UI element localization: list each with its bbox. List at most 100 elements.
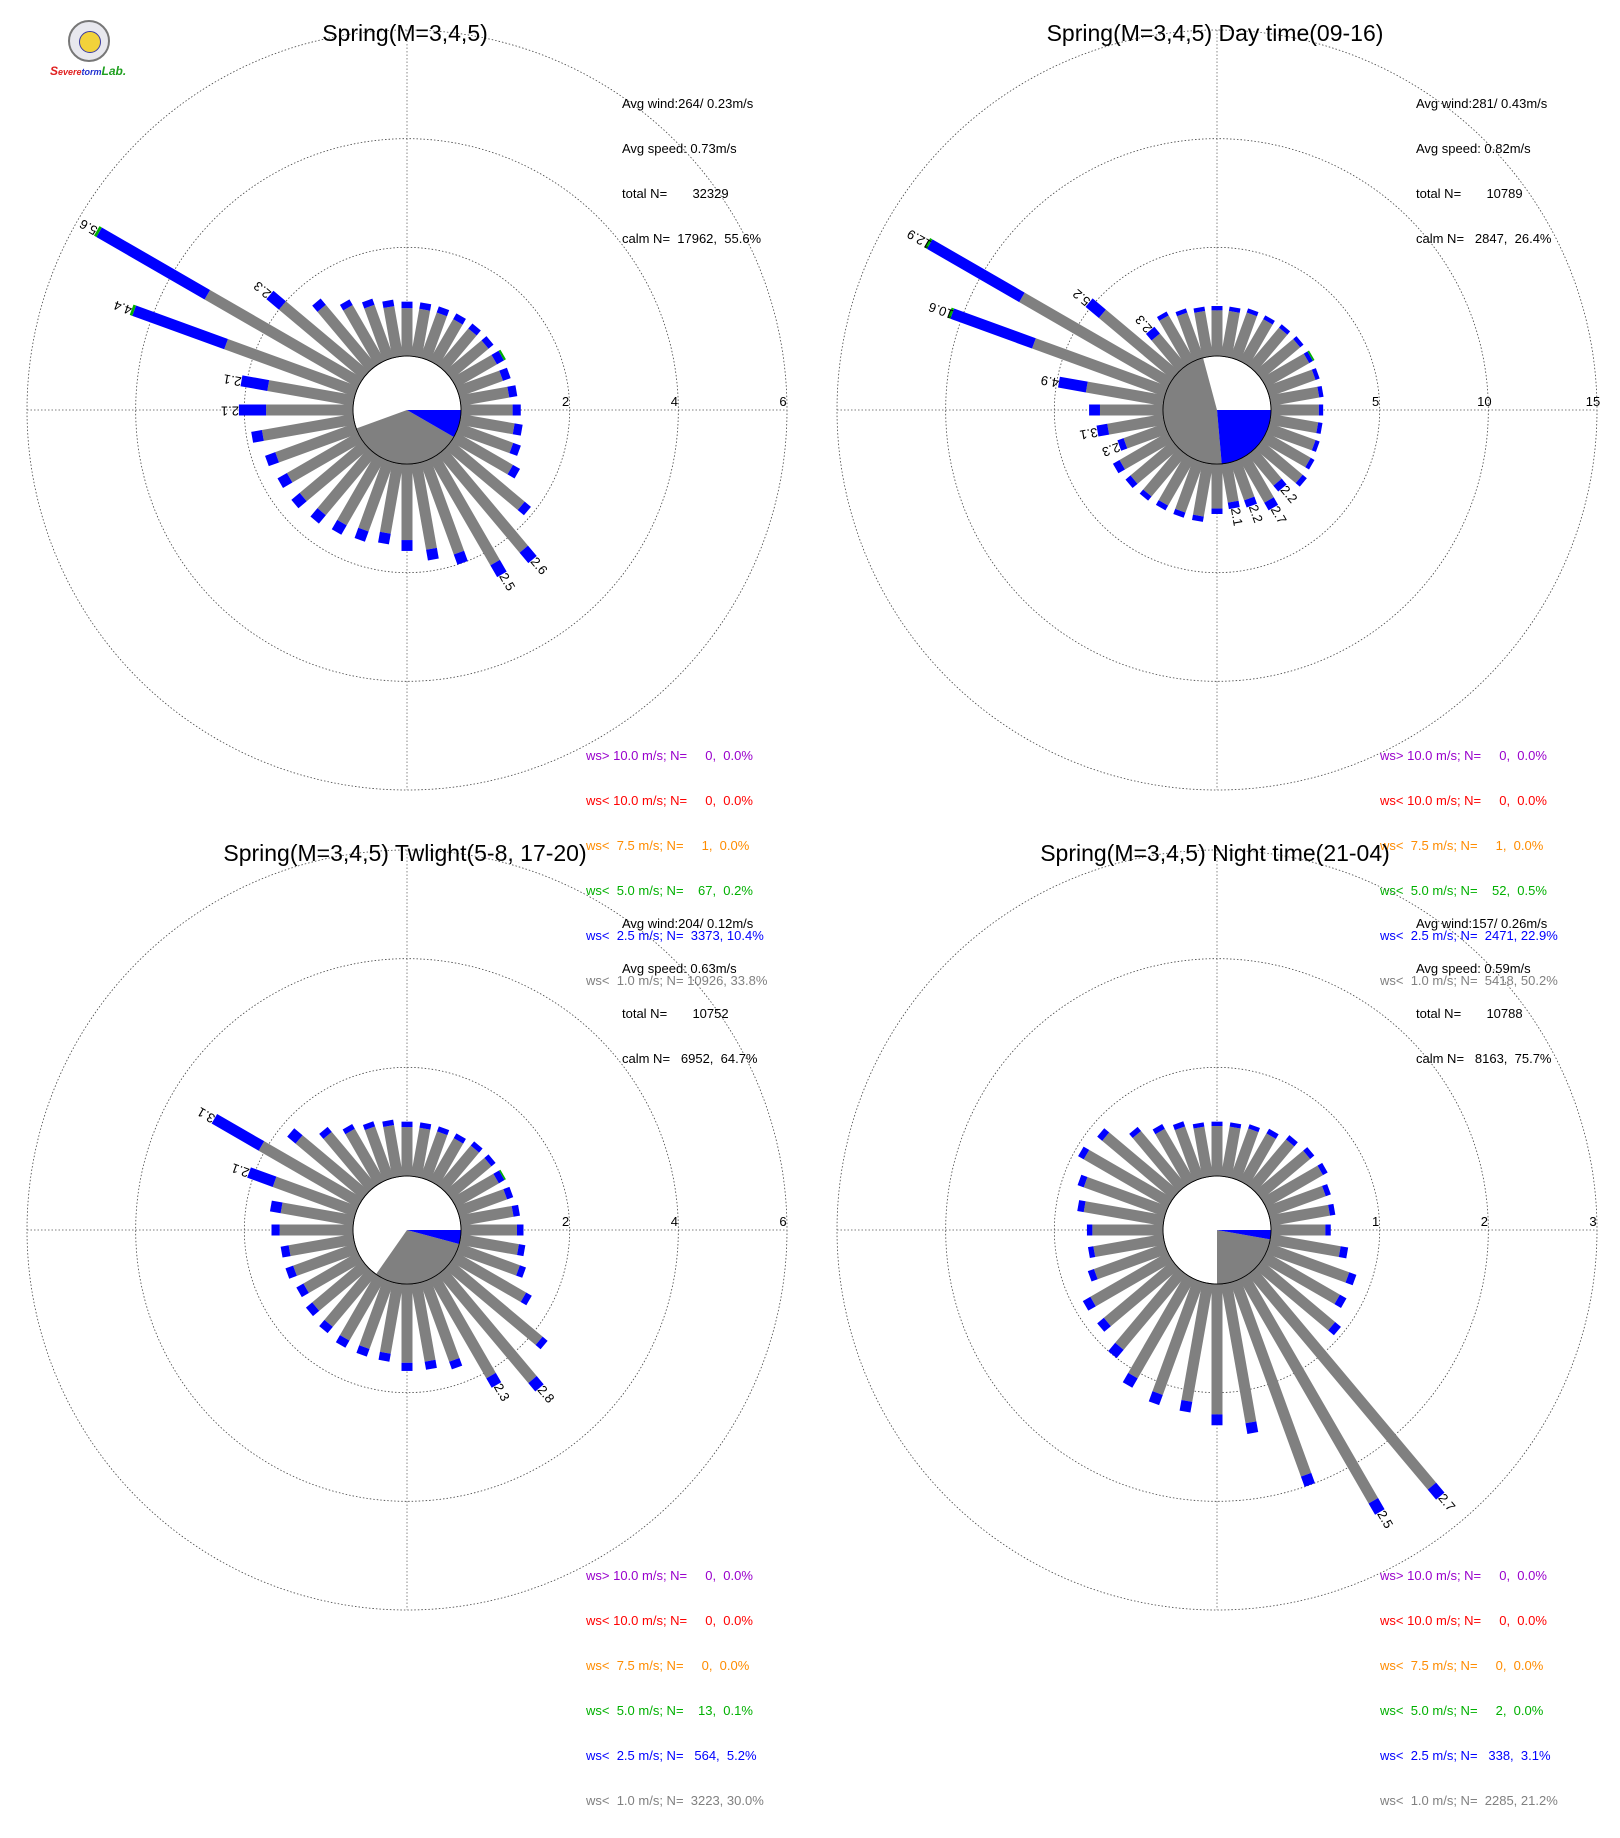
bar-segment-ws-2-5	[1322, 1184, 1331, 1197]
bar-segment-ws-2-5	[1089, 404, 1100, 416]
wind-bar	[1211, 1284, 1223, 1426]
bar-segment-calm-ws	[1099, 404, 1163, 416]
calm-sector-gray	[376, 1230, 460, 1284]
bar-segment-calm-ws	[1083, 1149, 1173, 1208]
wind-bar	[1254, 1147, 1315, 1200]
wind-bar	[1220, 1282, 1259, 1434]
bar-segment-ws-2-5	[1316, 422, 1323, 434]
bar-segment-ws-2-5	[1278, 324, 1291, 335]
legend-entry: ws< 7.5 m/s; N= 1, 0.0%	[586, 838, 750, 853]
bar-segment-ws-2-5	[1266, 1128, 1279, 1139]
legend-entry: ws< 10.0 m/s; N= 0, 0.0%	[1380, 793, 1547, 808]
legend: ws> 10.0 m/s; N= 0, 0.0% ws< 10.0 m/s; N…	[586, 718, 767, 1018]
bar-segment-ws-2-5	[511, 1204, 520, 1217]
bar-segment-ws-2-5	[1192, 514, 1204, 522]
wind-bar	[1265, 1184, 1331, 1217]
bar-segment-ws-2-5	[1085, 298, 1106, 319]
bar-segment-calm-ws	[1093, 1243, 1169, 1280]
bar-segment-ws-2-5	[424, 1359, 437, 1370]
chart-title: Spring(M=3,4,5)	[322, 20, 488, 46]
wind-bar	[1269, 1233, 1349, 1259]
wind-bar	[455, 1186, 514, 1217]
stat-avg-wind: Avg wind:204/ 0.12m/s	[622, 916, 754, 931]
bar-segment-calm-ws	[337, 454, 385, 526]
bar-segment-ws-2-5	[1293, 336, 1304, 348]
wind-bar	[1239, 1128, 1279, 1186]
bar-segment-calm-ws	[1083, 1201, 1165, 1227]
bar-segment-calm-ws	[1181, 1282, 1214, 1402]
wind-bar	[378, 462, 404, 545]
wind-bar	[451, 1169, 506, 1208]
wind-bar	[437, 1141, 483, 1193]
bar-segment-calm-ws	[461, 404, 513, 416]
wind-bar	[1247, 324, 1291, 373]
bar-segment-calm-ws	[1261, 1165, 1323, 1208]
wind-bar	[420, 1278, 463, 1370]
ring-label: 6	[779, 1214, 786, 1229]
bar-segment-ws-2-5	[296, 1283, 309, 1298]
wind-bar	[401, 1121, 413, 1176]
bar-segment-ws-2-5	[926, 239, 1025, 303]
legend-entry: ws> 10.0 m/s; N= 0, 0.0%	[1380, 1568, 1547, 1583]
bar-segment-ws-2-5	[1246, 308, 1259, 317]
bar-segment-ws-2-5	[1264, 497, 1279, 511]
bar-segment-ws-2-5	[354, 527, 369, 542]
wind-bar	[1152, 1124, 1195, 1186]
bar-segment-ws-2-5	[1117, 438, 1128, 451]
bar-segment-calm-ws	[1102, 1132, 1180, 1200]
bar-segment-ws-2-5	[517, 1244, 526, 1257]
wind-bar	[1087, 1243, 1169, 1282]
windrose-panel-daytime: 5 10 15 2.2 2.7 2.2 2.1 2.3 3.1 4.9 10.6 12.9 5.2 2.3…	[810, 0, 1620, 988]
bar-segment-ws-2-5	[382, 1119, 395, 1127]
bar-segment-ws-2-5	[240, 375, 270, 391]
wind-bar	[437, 1267, 544, 1392]
bar-segment-ws-2-5	[503, 1186, 514, 1200]
wind-bar	[382, 299, 404, 358]
wind-bar	[1173, 458, 1204, 518]
calm-sector-gray	[356, 410, 454, 464]
wind-bar	[378, 1282, 404, 1362]
wind-bar	[1269, 413, 1323, 434]
bar-segment-calm-ws	[429, 1274, 496, 1379]
bar-segment-calm-ws	[1019, 292, 1173, 388]
bar-segment-ws-2-5	[1317, 385, 1324, 398]
stat-avg-wind: Avg wind:264/ 0.23m/s	[622, 96, 754, 111]
wind-bar	[1247, 1267, 1445, 1500]
wind-bar	[401, 301, 413, 356]
wind-bar	[924, 238, 1173, 388]
wind-bar	[459, 413, 523, 436]
bar-segment-calm-ws	[429, 454, 500, 566]
wind-bar	[1156, 311, 1195, 366]
wind-bar	[420, 1126, 450, 1182]
bar-segment-ws-2-5	[1087, 1268, 1098, 1282]
calm-sector-blue	[1217, 1230, 1271, 1240]
bar-segment-ws-2-5	[362, 1121, 376, 1131]
stat-calm-n: calm N= 8163, 75.7%	[1416, 1051, 1552, 1066]
legend-entry: ws> 10.0 m/s; N= 0, 0.0%	[586, 748, 753, 763]
legend-entry: ws< 5.0 m/s; N= 67, 0.2%	[586, 883, 753, 898]
wind-bar	[266, 290, 370, 380]
bar-segment-calm-ws	[420, 1131, 448, 1182]
bar-segment-calm-ws	[1230, 458, 1255, 501]
legend-entry: ws< 2.5 m/s; N= 3373, 10.4%	[586, 928, 764, 943]
wind-bar	[1117, 423, 1169, 451]
wind-bar	[1261, 350, 1315, 388]
wind-bar	[1108, 1267, 1187, 1359]
bar-segment-ws-2-5	[1300, 1472, 1315, 1487]
bar-segment-calm-ws	[401, 1127, 413, 1176]
bar-segment-ws-2-5	[1334, 1294, 1347, 1308]
bar-segment-calm-ws	[1123, 423, 1169, 449]
stat-avg-speed: Avg speed: 0.73m/s	[622, 141, 737, 156]
bar-segment-calm-ws	[1269, 1204, 1330, 1227]
wind-bar	[1247, 447, 1287, 492]
wind-bar	[444, 336, 494, 380]
bar-segment-calm-ws	[1269, 1233, 1341, 1258]
bar-value-label: 4.9	[1040, 373, 1060, 391]
bar-segment-calm-ws	[444, 1157, 492, 1200]
bar-segment-ws-2-5	[490, 559, 507, 578]
bar-segment-ws-2-5	[1338, 1246, 1349, 1259]
bar-segment-calm-ws	[444, 440, 525, 511]
bar-segment-ws-2-5	[1108, 1342, 1124, 1359]
wind-bar	[1220, 462, 1240, 510]
calm-sector-gray	[1217, 1230, 1271, 1284]
